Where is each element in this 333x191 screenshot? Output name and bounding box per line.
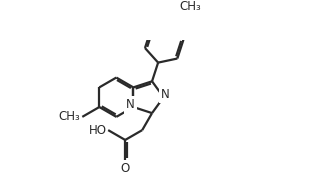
Text: N: N <box>126 99 135 112</box>
Text: CH₃: CH₃ <box>179 0 201 13</box>
Text: HO: HO <box>89 124 107 137</box>
Text: O: O <box>121 162 130 175</box>
Text: N: N <box>161 88 170 101</box>
Text: CH₃: CH₃ <box>59 110 80 123</box>
